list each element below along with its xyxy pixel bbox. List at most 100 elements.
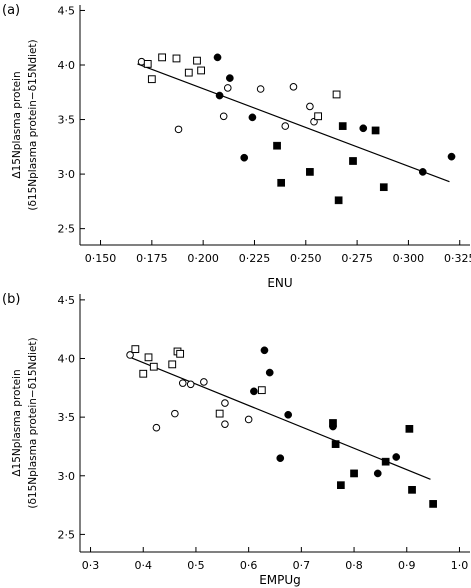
data-point-open-square [197,66,206,75]
data-point-filled-circle [265,368,274,377]
y-tick-label: 4·0 [58,353,76,366]
data-point-filled-circle [260,346,269,355]
y-tick-label: 4·0 [58,59,76,72]
panel-b: (b) 2·5 3·0 3·5 4·0 4·5 0·3 0·4 0·5 0·6 0·7 0·8 0·9… [2,292,470,587]
data-point-filled-square [405,425,414,433]
data-point-open-square [176,349,185,358]
data-point-open-square [147,75,156,84]
data-point-filled-square [350,469,358,478]
data-point-open-circle [186,380,195,389]
x-tick-label: 0·200 [187,252,219,265]
data-point-open-square [131,345,140,354]
data-point-filled-square [273,141,281,150]
data-point-open-square [257,386,266,395]
data-point-open-square [139,369,148,378]
data-point-filled-square [337,481,345,490]
data-point-filled-square [338,122,347,130]
regression-line [129,356,431,480]
y-tick-label: 2·5 [58,528,76,541]
data-point-filled-circle [276,454,285,463]
data-point-filled-square [331,440,340,448]
data-point-open-circle [171,409,179,418]
data-point-filled-circle [418,168,427,176]
data-point-open-square [184,68,193,77]
data-point-open-circle [126,351,134,359]
data-point-filled-circle [359,124,368,133]
data-point-filled-circle [392,453,401,461]
data-point-open-circle [289,83,298,91]
data-point-open-circle [200,378,208,386]
data-point-filled-circle [215,91,224,100]
data-point-open-circle [152,423,161,432]
y-axis-label: Δ15Nplasma protein [11,369,23,476]
x-tick-label: 0·275 [341,252,373,265]
data-point-open-circle [219,112,228,121]
data-point-filled-circle [248,113,257,122]
data-point-filled-circle [447,152,456,161]
data-point-filled-circle [225,74,234,82]
data-point-open-circle [174,125,183,134]
data-point-filled-square [329,419,337,427]
x-tick-label: 0·4 [134,559,152,572]
y-tick-label: 3·5 [58,114,76,127]
x-tick-label: 0·3 [82,559,100,572]
data-point-filled-circle [250,387,258,396]
data-point-open-square [168,360,177,369]
data-point-filled-square [306,168,314,176]
data-point-filled-square [334,196,343,205]
data-point-filled-square [429,500,437,508]
data-point-open-circle [281,122,290,130]
data-point-filled-circle [240,153,249,162]
x-tick-label: 0·9 [398,559,416,572]
y-axis-label-sub: (δ15Nplasma protein−δ15Ndiet) [27,39,39,210]
x-tick-label: 0·325 [444,252,471,265]
data-point-open-square [149,362,158,371]
data-point-open-square [158,53,167,62]
y-tick-label: 3·0 [58,470,76,483]
y-tick-label: 4·5 [58,4,76,17]
data-point-filled-square [408,485,416,494]
data-point-open-circle [244,415,253,424]
data-point-open-square [314,112,323,121]
data-point-filled-square [381,457,390,466]
regression-line [137,63,450,183]
data-point-open-circle [223,84,232,92]
data-point-open-square [143,60,152,68]
data-point-open-circle [306,102,314,111]
x-tick-label: 0·8 [345,559,363,572]
y-axis-label: Δ15Nplasma protein [11,71,23,178]
x-tick-label: 1·0 [451,559,469,572]
y-tick-label: 2·5 [58,223,76,236]
x-tick-label: 0·250 [290,252,322,265]
y-tick-label: 3·5 [58,411,76,424]
data-point-open-circle [256,85,265,93]
x-tick-label: 0·7 [293,559,311,572]
data-point-filled-circle [213,53,222,62]
panel-a-label: (a) [2,3,20,18]
data-point-open-circle [178,379,187,387]
x-tick-label: 0·5 [187,559,205,572]
data-point-open-square [332,90,341,99]
y-axis-label-sub: (δ15Nplasma protein−δ15Ndiet) [27,337,39,508]
panel-a: (a) 2·5 3·0 3·5 4·0 4·5 0·150 0·175 0·200 0·225 0… [2,3,471,290]
data-point-filled-square [277,178,286,187]
x-tick-label: 0·150 [85,252,117,265]
data-point-open-square [215,409,224,418]
data-point-filled-square [349,157,357,165]
data-point-open-square [172,54,181,63]
data-point-filled-circle [373,469,382,478]
data-point-open-square [193,56,201,65]
x-axis-label: EMPUg [259,573,301,587]
x-tick-label: 0·175 [136,252,168,265]
x-tick-label: 0·6 [240,559,258,572]
y-tick-label: 3·0 [58,168,76,181]
data-point-open-square [144,353,153,362]
data-point-filled-square [379,183,388,192]
x-tick-label: 0·225 [239,252,271,265]
data-point-filled-circle [284,410,293,419]
y-tick-label: 4·5 [58,294,76,307]
data-point-filled-square [371,126,380,135]
x-tick-label: 0·300 [393,252,425,265]
data-point-open-circle [221,420,229,428]
